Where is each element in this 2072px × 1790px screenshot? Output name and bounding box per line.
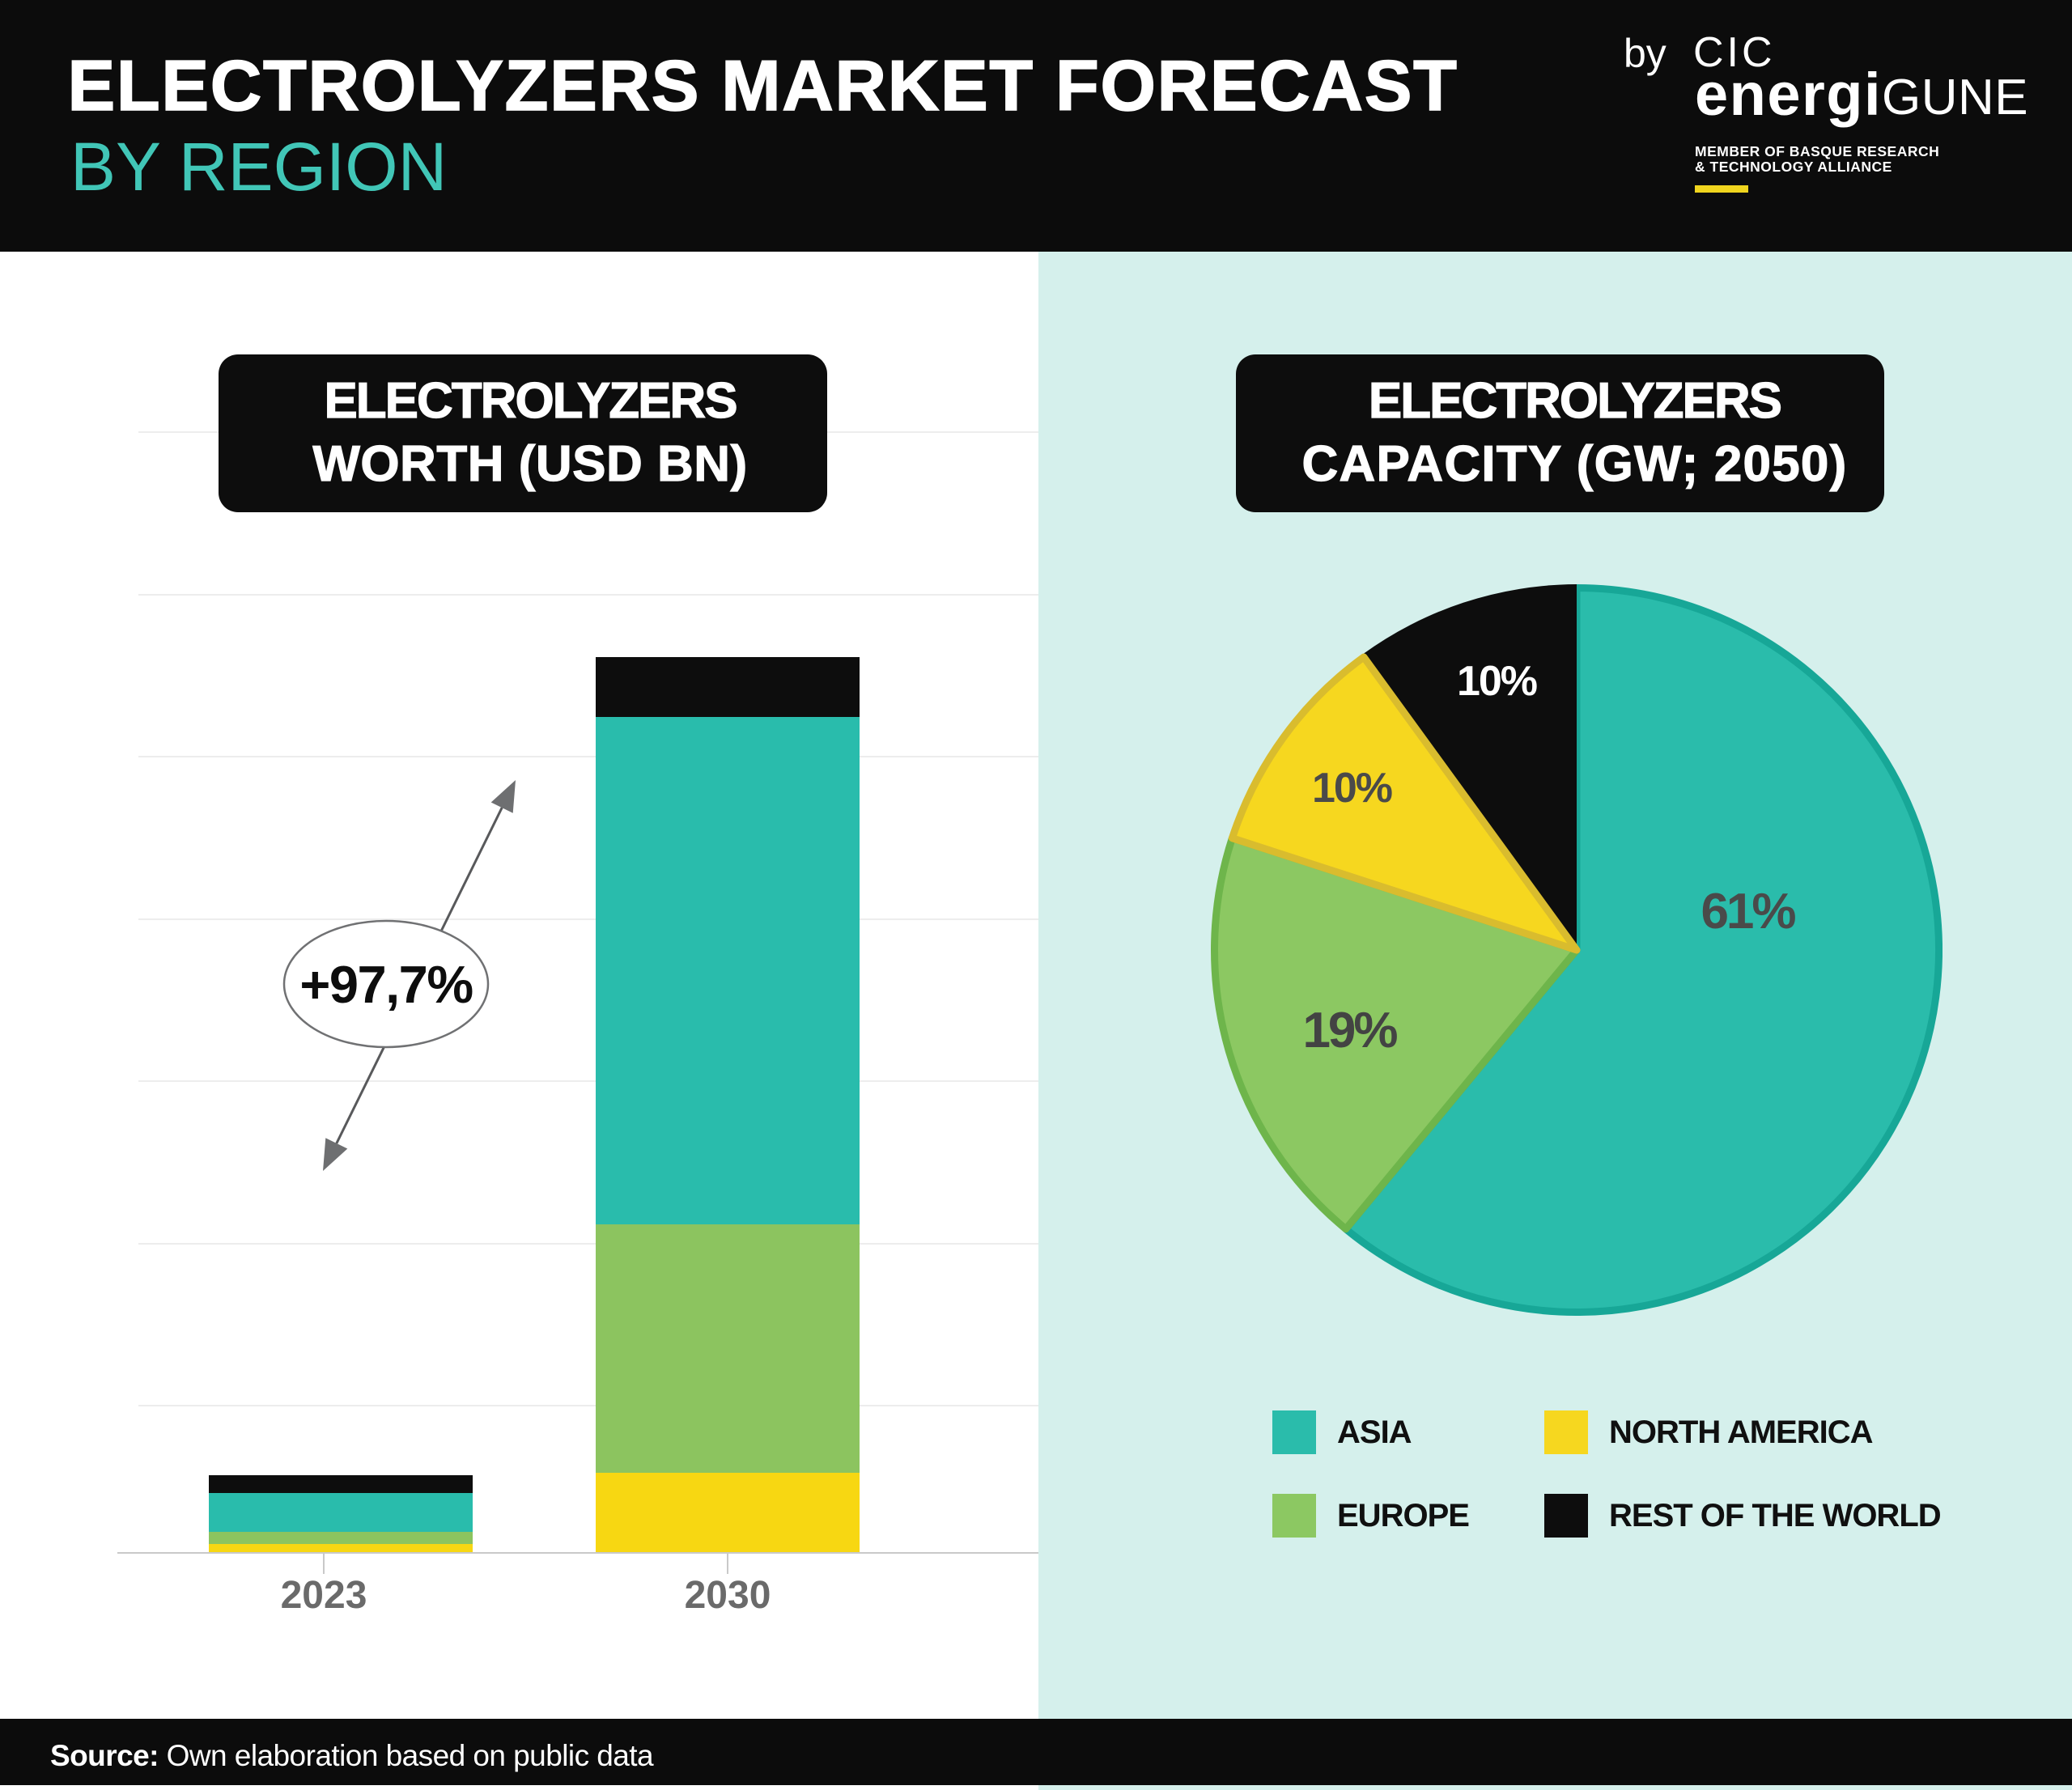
svg-text:+97,7%: +97,7% <box>299 955 473 1014</box>
